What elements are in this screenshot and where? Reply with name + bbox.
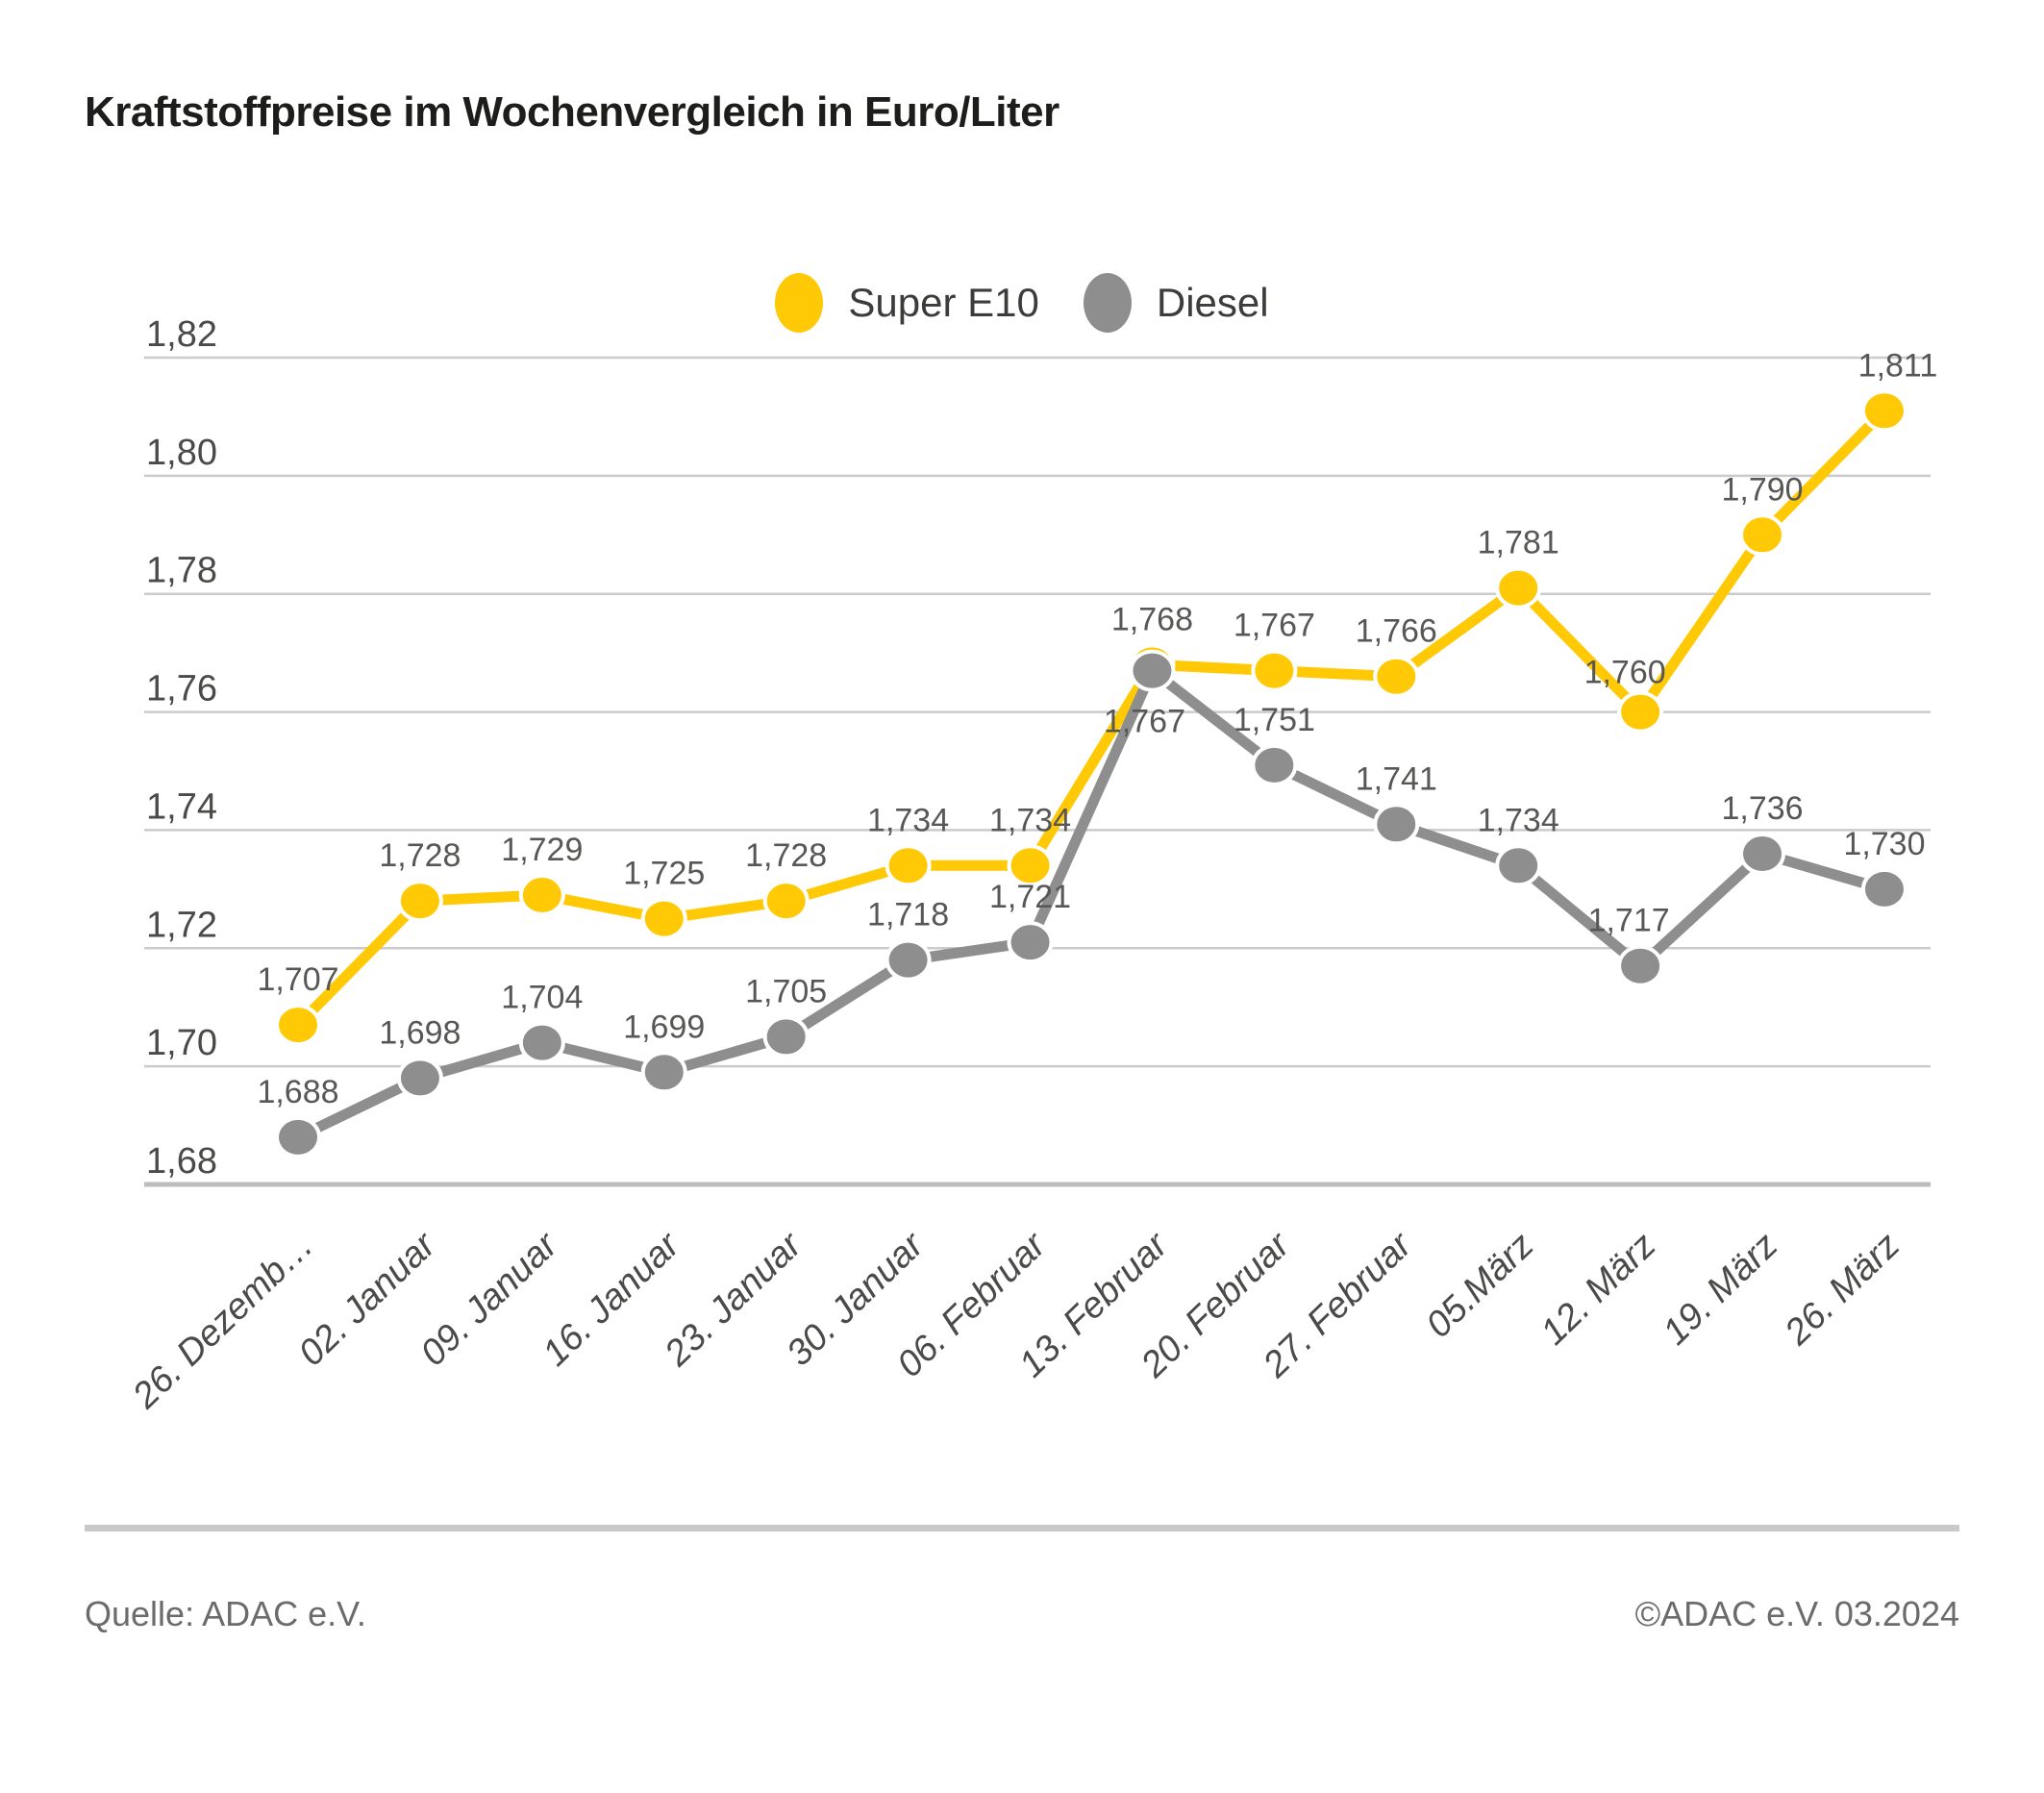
data-point-super-e10 [1617, 690, 1664, 734]
data-point-label: 1,730 [1843, 826, 1925, 862]
data-point-label: 1,699 [623, 1009, 705, 1045]
data-point-super-e10 [1860, 389, 1907, 433]
data-point-diesel [396, 1057, 443, 1100]
data-point-super-e10 [1495, 566, 1542, 610]
data-point-label: 1,751 [1234, 702, 1315, 738]
super-e10-dot-icon [775, 273, 824, 333]
data-point-super-e10 [1373, 655, 1420, 698]
chart-title: Kraftstoffpreise im Wochenvergleich in E… [85, 88, 1059, 136]
legend-label-super-e10: Super E10 [848, 280, 1039, 325]
diesel-dot-icon [1083, 273, 1132, 333]
y-axis-tick-label: 1,76 [146, 669, 217, 710]
x-axis-tick-label: 19. März [1656, 1225, 1786, 1353]
y-axis-tick-label: 1,70 [146, 1023, 217, 1063]
data-point-label: 1,811 [1858, 347, 1938, 384]
data-point-label: 1,705 [745, 973, 827, 1009]
y-axis-tick-label: 1,78 [146, 551, 217, 591]
data-point-diesel [1007, 921, 1054, 964]
data-point-label: 1,729 [501, 832, 583, 868]
x-axis-tick-label: 26. März [1777, 1225, 1907, 1354]
data-point-diesel [1860, 867, 1907, 910]
data-point-label: 1,767 [1104, 704, 1185, 740]
data-point-label: 1,698 [379, 1014, 461, 1051]
data-point-label: 1,766 [1356, 613, 1437, 650]
data-point-label: 1,734 [1478, 802, 1559, 838]
data-point-super-e10 [640, 897, 687, 940]
data-point-diesel [1617, 944, 1664, 987]
legend-label-diesel: Diesel [1156, 280, 1269, 325]
y-axis-tick-label: 1,72 [146, 905, 217, 945]
x-axis-tick-label: 05.März [1419, 1225, 1542, 1346]
y-axis-tick-label: 1,74 [146, 786, 217, 827]
source-text: Quelle: ADAC e.V. [85, 1594, 366, 1633]
x-axis-tick-label: 26. Dezemb… [125, 1225, 322, 1417]
data-point-label: 1,704 [501, 980, 583, 1016]
data-point-diesel [518, 1021, 565, 1064]
data-point-label: 1,728 [745, 837, 827, 874]
data-point-super-e10 [1739, 513, 1786, 557]
data-point-label: 1,736 [1721, 790, 1803, 827]
data-point-label: 1,725 [623, 856, 705, 892]
data-point-label: 1,760 [1584, 655, 1666, 691]
data-point-label: 1,767 [1234, 608, 1315, 644]
y-axis-tick-label: 1,68 [146, 1141, 217, 1182]
footer-divider [85, 1525, 1959, 1532]
copyright-text: ©ADAC e.V. 03.2024 [1634, 1594, 1959, 1633]
data-point-super-e10 [1251, 649, 1298, 692]
data-point-super-e10 [762, 880, 810, 923]
legend-item-super-e10: Super E10 [775, 273, 1039, 333]
legend: Super E10 Diesel [0, 273, 2044, 333]
data-point-label: 1,734 [867, 802, 949, 838]
data-point-diesel [640, 1051, 687, 1094]
data-point-label: 1,734 [989, 802, 1071, 838]
data-point-super-e10 [396, 880, 443, 923]
data-point-label: 1,790 [1721, 471, 1803, 508]
data-point-label: 1,741 [1356, 760, 1437, 797]
data-point-diesel [1495, 844, 1542, 887]
data-point-label: 1,707 [257, 961, 338, 998]
data-point-label: 1,781 [1478, 525, 1559, 561]
data-point-diesel [275, 1115, 321, 1158]
data-point-label: 1,728 [379, 837, 461, 874]
data-point-super-e10 [275, 1004, 321, 1047]
data-point-super-e10 [1007, 844, 1054, 887]
y-axis-tick-label: 1,82 [146, 314, 217, 355]
data-point-label: 1,768 [1111, 601, 1193, 637]
x-axis-tick-label: 12. März [1533, 1225, 1664, 1353]
data-point-label: 1,718 [867, 897, 949, 934]
y-axis-tick-label: 1,80 [146, 433, 217, 473]
data-point-label: 1,717 [1588, 903, 1670, 939]
data-point-super-e10 [518, 874, 565, 916]
data-point-diesel [1251, 743, 1298, 786]
data-point-diesel [1739, 833, 1786, 875]
data-point-diesel [885, 938, 932, 982]
data-point-label: 1,688 [257, 1074, 338, 1110]
data-point-super-e10 [885, 844, 932, 887]
data-point-diesel [1129, 649, 1176, 692]
data-point-diesel [1373, 803, 1420, 846]
data-point-diesel [762, 1015, 810, 1058]
legend-item-diesel: Diesel [1083, 273, 1269, 333]
data-point-label: 1,721 [989, 879, 1071, 915]
